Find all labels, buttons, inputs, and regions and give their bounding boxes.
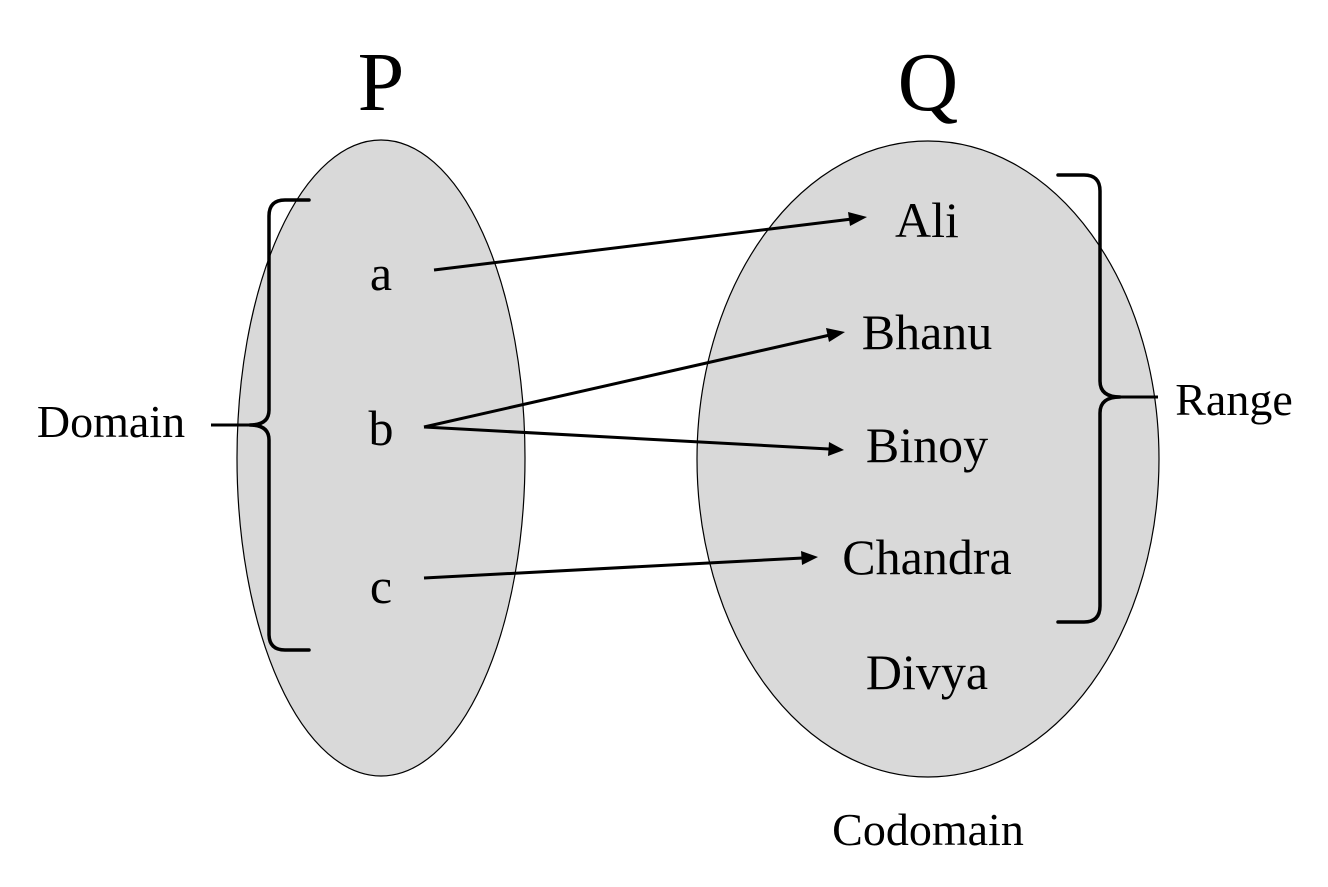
arrowhead-b-to-binoy [828, 442, 844, 456]
arrowhead-a-to-ali [848, 212, 867, 226]
arrow-b-to-bhanu [423, 333, 831, 429]
set-p-element-c: c [370, 558, 392, 614]
arrowhead-c-to-chandra [801, 551, 818, 565]
set-p-title: P [358, 36, 405, 129]
arrowhead-b-to-bhanu [826, 328, 845, 342]
set-q-element-binoy: Binoy [866, 417, 988, 473]
set-q-element-divya: Divya [866, 644, 988, 700]
arrow-b-to-binoy [423, 425, 830, 451]
codomain-label: Codomain [832, 804, 1024, 855]
arrow-a-to-ali [433, 217, 853, 272]
domain-label: Domain [37, 396, 185, 447]
arrow-c-to-chandra [423, 556, 804, 580]
range-label: Range [1175, 374, 1293, 425]
set-q-element-bhanu: Bhanu [862, 304, 993, 360]
set-q-title: Q [898, 36, 959, 129]
set-q-element-chandra: Chandra [842, 529, 1011, 585]
mapping-arrows [423, 212, 867, 580]
set-p-element-a: a [370, 245, 392, 301]
set-p-element-b: b [369, 400, 394, 456]
set-q-element-ali: Ali [895, 192, 959, 248]
set-q-ellipse [696, 140, 1160, 778]
set-p-ellipse [236, 139, 526, 777]
